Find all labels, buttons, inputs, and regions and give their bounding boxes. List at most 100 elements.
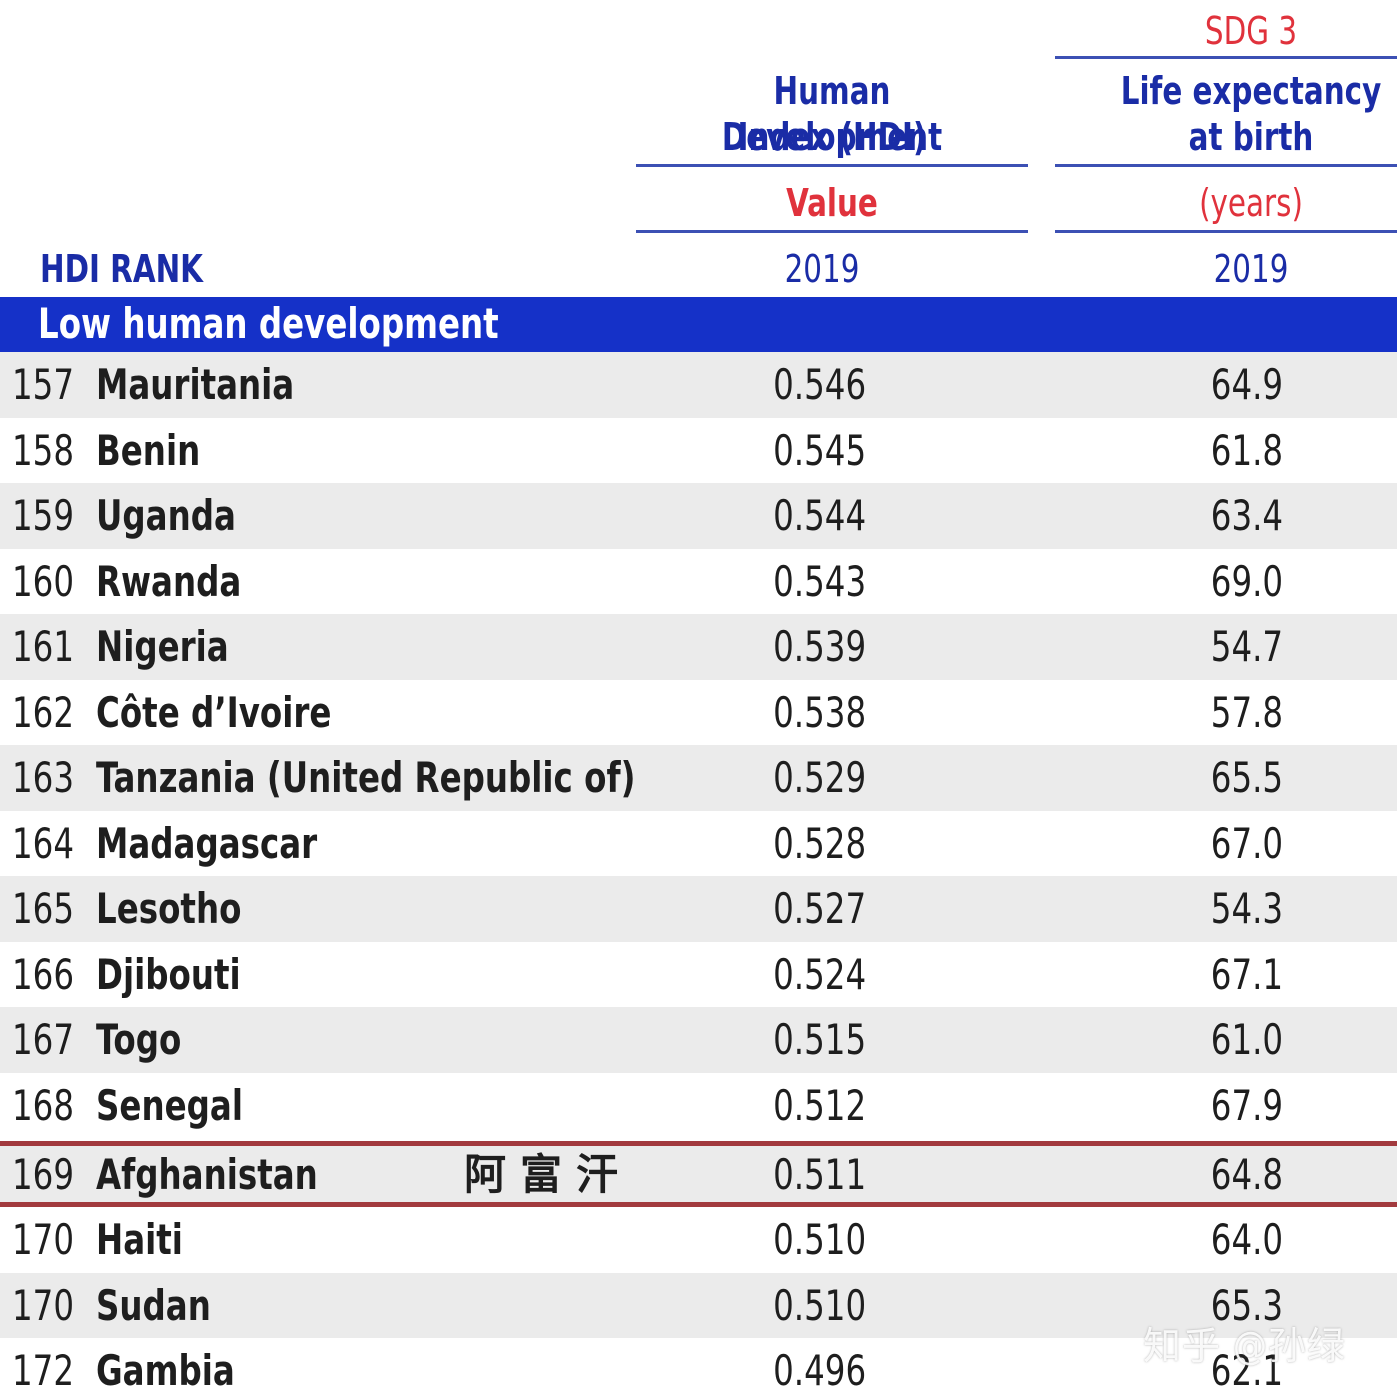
table-row: 157 Mauritania 0.546 64.9 bbox=[0, 352, 1397, 418]
table-row: 167 Togo 0.515 61.0 bbox=[0, 1007, 1397, 1073]
life-cell: 57.8 bbox=[1210, 687, 1283, 737]
rank-cell: 170 bbox=[12, 1280, 75, 1330]
life-cell: 65.5 bbox=[1210, 753, 1283, 802]
rank-cell: 164 bbox=[12, 818, 75, 868]
hdi-title-rule bbox=[636, 164, 1028, 167]
life-cell: 65.3 bbox=[1210, 1280, 1283, 1330]
life-cell: 54.7 bbox=[1210, 622, 1283, 671]
hdi-cell: 0.515 bbox=[772, 1015, 866, 1064]
hdi-cell: 0.546 bbox=[772, 360, 866, 409]
rank-cell: 163 bbox=[12, 753, 75, 802]
country-cell: Tanzania (United Republic of) bbox=[96, 753, 636, 802]
rank-cell: 170 bbox=[12, 1215, 75, 1264]
rank-cell: 172 bbox=[12, 1346, 75, 1395]
table-row: 160 Rwanda 0.543 69.0 bbox=[0, 549, 1397, 615]
table-row-highlighted: 169 Afghanistan 阿富汗 0.511 64.8 bbox=[0, 1144, 1397, 1204]
life-cell: 61.0 bbox=[1210, 1015, 1283, 1064]
table-row: 172 Gambia 0.496 62.1 bbox=[0, 1338, 1397, 1398]
table-row: 158 Benin 0.545 61.8 bbox=[0, 418, 1397, 484]
hdi-cell: 0.528 bbox=[772, 818, 866, 868]
country-cell: Afghanistan bbox=[96, 1150, 318, 1199]
country-cell: Uganda bbox=[96, 491, 236, 540]
hdi-title-line2: Index (HDI) bbox=[737, 115, 927, 159]
rank-label: HDI RANK bbox=[40, 247, 203, 291]
hdi-title-line1: Human Development bbox=[721, 69, 943, 159]
life-year: 2019 bbox=[1213, 247, 1289, 291]
rank-cell: 157 bbox=[12, 360, 75, 409]
table-row: 166 Djibouti 0.524 67.1 bbox=[0, 942, 1397, 1008]
country-cell: Madagascar bbox=[96, 818, 318, 868]
life-cell: 67.0 bbox=[1210, 818, 1283, 868]
rank-cell: 168 bbox=[12, 1080, 75, 1130]
life-cell: 64.9 bbox=[1210, 360, 1283, 409]
life-unit: (years) bbox=[1199, 181, 1303, 225]
life-title-line2: at birth bbox=[1188, 115, 1314, 159]
watermark: 知乎 @孙绿 bbox=[1143, 1324, 1347, 1368]
life-cell: 64.0 bbox=[1210, 1215, 1283, 1264]
highlight-line-top bbox=[0, 1141, 1397, 1146]
hdi-unit-rule bbox=[636, 230, 1028, 233]
hdi-year: 2019 bbox=[784, 247, 860, 291]
hdi-cell: 0.543 bbox=[772, 556, 866, 606]
country-cell: Benin bbox=[96, 425, 201, 475]
country-cell: Togo bbox=[96, 1015, 182, 1064]
hdi-cell: 0.524 bbox=[772, 949, 866, 999]
table-row: 163 Tanzania (United Republic of) 0.529 … bbox=[0, 745, 1397, 811]
life-cell: 67.9 bbox=[1210, 1080, 1283, 1130]
sdg-label: SDG 3 bbox=[1204, 9, 1298, 53]
country-cell: Lesotho bbox=[96, 884, 242, 933]
rank-cell: 160 bbox=[12, 556, 75, 606]
country-cell: Mauritania bbox=[96, 360, 295, 409]
table-row: 164 Madagascar 0.528 67.0 bbox=[0, 811, 1397, 877]
rank-cell: 159 bbox=[12, 491, 75, 540]
table-row: 165 Lesotho 0.527 54.3 bbox=[0, 876, 1397, 942]
hdi-cell: 0.545 bbox=[772, 425, 866, 475]
life-title-line1: Life expectancy bbox=[1120, 69, 1382, 113]
hdi-cell: 0.529 bbox=[772, 753, 866, 802]
rank-cell: 158 bbox=[12, 425, 75, 475]
life-title-rule bbox=[1055, 164, 1397, 167]
rank-cell: 167 bbox=[12, 1015, 75, 1064]
rank-cell: 166 bbox=[12, 949, 75, 999]
highlight-line-bottom bbox=[0, 1202, 1397, 1207]
hdi-cell: 0.510 bbox=[772, 1215, 866, 1264]
hdi-cell: 0.538 bbox=[772, 687, 866, 737]
table-row: 168 Senegal 0.512 67.9 bbox=[0, 1073, 1397, 1139]
country-cell: Djibouti bbox=[96, 949, 241, 999]
table-row: 159 Uganda 0.544 63.4 bbox=[0, 483, 1397, 549]
group-band: Low human development bbox=[0, 297, 1397, 352]
sdg-rule bbox=[1055, 56, 1397, 59]
country-cell: Sudan bbox=[96, 1280, 211, 1330]
life-cell: 69.0 bbox=[1210, 556, 1283, 606]
hdi-cell: 0.496 bbox=[772, 1346, 866, 1395]
country-cell: Senegal bbox=[96, 1080, 243, 1130]
life-cell: 54.3 bbox=[1210, 884, 1283, 933]
life-cell: 61.8 bbox=[1210, 425, 1283, 475]
group-title: Low human development bbox=[38, 299, 499, 348]
country-cell: Rwanda bbox=[96, 556, 242, 606]
life-unit-rule bbox=[1055, 230, 1397, 233]
life-cell: 63.4 bbox=[1210, 491, 1283, 540]
rank-cell: 165 bbox=[12, 884, 75, 933]
life-cell: 64.8 bbox=[1210, 1150, 1283, 1199]
table-row: 170 Haiti 0.510 64.0 bbox=[0, 1207, 1397, 1273]
country-cell: Côte d’Ivoire bbox=[96, 687, 332, 737]
country-cell: Haiti bbox=[96, 1215, 183, 1264]
hdi-cell: 0.511 bbox=[772, 1150, 866, 1199]
hdi-unit: Value bbox=[786, 181, 878, 225]
life-cell: 62.1 bbox=[1210, 1346, 1283, 1395]
hdi-cell: 0.527 bbox=[772, 884, 866, 933]
rank-cell: 169 bbox=[12, 1150, 75, 1199]
country-cell: Gambia bbox=[96, 1346, 235, 1395]
table-row: 170 Sudan 0.510 65.3 bbox=[0, 1272, 1397, 1338]
life-cell: 67.1 bbox=[1210, 949, 1283, 999]
hdi-cell: 0.544 bbox=[772, 491, 866, 540]
rank-cell: 162 bbox=[12, 687, 75, 737]
hdi-cell: 0.512 bbox=[772, 1080, 866, 1130]
hdi-cell: 0.510 bbox=[772, 1280, 866, 1330]
chinese-annotation: 阿富汗 bbox=[464, 1150, 633, 1199]
country-cell: Nigeria bbox=[96, 622, 229, 671]
table-row: 161 Nigeria 0.539 54.7 bbox=[0, 614, 1397, 680]
rank-cell: 161 bbox=[12, 622, 75, 671]
table-row: 162 Côte d’Ivoire 0.538 57.8 bbox=[0, 680, 1397, 746]
